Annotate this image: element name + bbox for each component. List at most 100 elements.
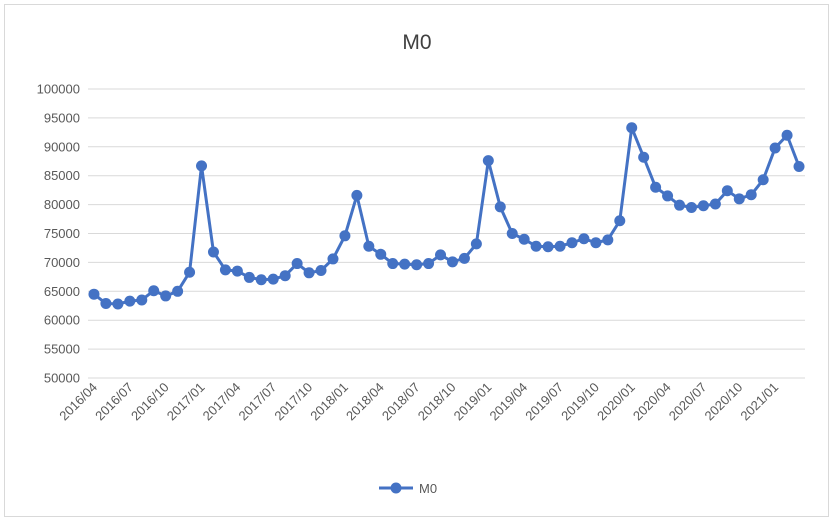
series-line [93,126,801,306]
data-point [542,241,554,253]
x-tick-label: 2017/07 [236,380,280,424]
data-point [267,273,279,285]
data-point [662,190,674,202]
data-point [136,294,148,306]
y-tick-label: 55000 [44,342,80,357]
data-point [685,201,697,213]
x-tick-label: 2016/07 [92,380,136,424]
y-tick-label: 95000 [44,110,80,125]
data-point [279,270,291,282]
x-tick-label: 2017/04 [200,380,244,424]
y-tick-label: 65000 [44,284,80,299]
x-tick-label: 2019/10 [558,380,602,424]
data-point [530,240,542,252]
data-point [363,240,375,252]
y-tick-label: 80000 [44,197,80,212]
data-point [327,253,339,265]
data-point [554,240,566,252]
data-point [160,290,172,302]
data-point [219,264,231,276]
y-tick-label: 70000 [44,255,80,270]
data-point [243,271,255,283]
data-point [375,248,387,260]
y-tick-label: 90000 [44,139,80,154]
data-point [231,265,243,277]
gridlines [88,88,805,379]
data-point [566,237,578,249]
data-point [423,258,435,270]
data-point [387,258,399,270]
data-point [435,249,447,261]
data-point [757,174,769,186]
data-point [709,198,721,210]
y-tick-label: 85000 [44,168,80,183]
data-point [578,233,590,245]
x-tick-label: 2020/10 [702,380,746,424]
series-m0 [88,122,805,310]
x-axis-tick-labels: 2016/042016/072016/102017/012017/042017/… [56,380,781,424]
data-point [614,215,626,227]
x-tick-label: 2020/01 [594,380,638,424]
chart-title: M0 [402,31,431,54]
x-tick-label: 2018/10 [415,380,459,424]
data-point [399,258,411,270]
legend-label-m0: M0 [419,481,437,496]
data-point [458,252,470,264]
x-tick-label: 2020/04 [630,380,674,424]
chart-frame: M0 50000 55000 60000 65000 70000 75000 80000 85… [4,4,829,517]
data-point [470,238,482,250]
data-point [721,185,733,197]
y-tick-label: 50000 [44,371,80,386]
x-tick-label: 2019/07 [522,380,566,424]
data-point [733,193,745,205]
y-axis-tick-labels: 50000 55000 60000 65000 70000 75000 80000 85000… [37,82,80,386]
x-tick-label: 2018/04 [343,380,387,424]
legend: M0 [379,481,437,496]
data-point [303,267,315,279]
data-point [255,274,267,286]
y-tick-label: 60000 [44,313,80,328]
data-point [494,201,506,213]
data-point [674,199,686,211]
data-point [745,189,757,201]
data-point [793,160,805,172]
x-tick-label: 2021/01 [737,380,781,424]
legend-marker-swatch [390,482,402,494]
y-tick-label: 100000 [37,82,80,97]
data-point [339,230,351,242]
x-tick-label: 2016/04 [56,380,100,424]
x-tick-label: 2020/07 [666,380,710,424]
x-tick-label: 2018/07 [379,380,423,424]
x-tick-label: 2018/01 [307,380,351,424]
data-point [100,297,112,309]
data-point [650,181,662,193]
data-point [602,234,614,246]
x-tick-label: 2016/10 [128,380,172,424]
x-tick-label: 2017/10 [271,380,315,424]
x-tick-label: 2019/04 [486,380,530,424]
data-point [184,266,196,278]
x-tick-label: 2019/01 [451,380,495,424]
data-point [196,160,208,172]
data-point [112,298,124,310]
data-point [446,256,458,268]
data-point [638,151,650,163]
data-point [315,264,327,276]
data-point [518,233,530,245]
data-point [88,288,100,300]
data-point [769,142,781,154]
x-tick-label: 2017/01 [164,380,208,424]
y-tick-label: 75000 [44,226,80,241]
data-point [291,258,303,270]
data-point [351,189,363,201]
data-point [697,200,709,212]
data-point [482,155,494,167]
data-point [781,129,793,141]
data-point [506,228,518,239]
data-point [124,295,136,307]
data-point [411,259,423,271]
line-chart: M0 50000 55000 60000 65000 70000 75000 80000 85… [37,31,805,496]
data-point [172,285,184,297]
data-point [207,246,219,258]
data-point [626,122,638,134]
